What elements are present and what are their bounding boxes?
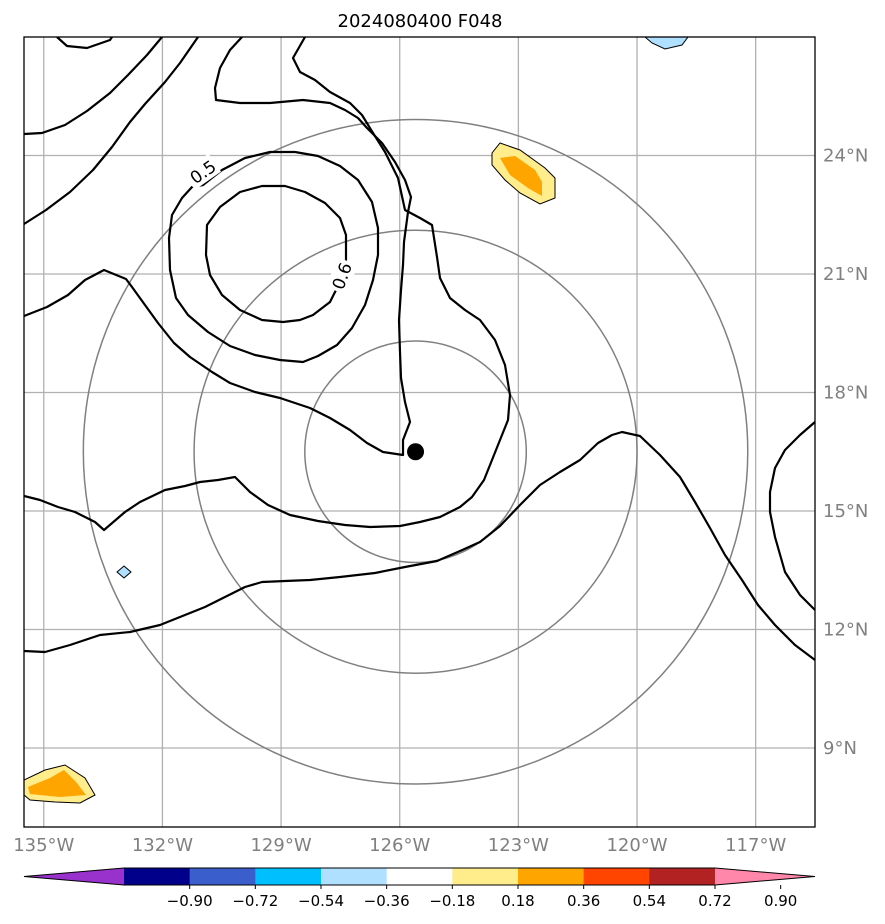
colorbar-bin <box>386 868 453 885</box>
contour-west-b <box>24 37 199 225</box>
colorbar-tick-label: 0.36 <box>567 892 600 910</box>
colorbar-bin <box>124 868 191 885</box>
colorbar-tick-label: 0.54 <box>633 892 666 910</box>
colorbar-tick-label: −0.54 <box>298 892 344 910</box>
chart-title: 2024080400 F048 <box>338 11 503 32</box>
lat-tick-label: 15°N <box>823 501 868 522</box>
lat-tick-label: 21°N <box>823 264 868 285</box>
colorbar-tick-label: −0.90 <box>167 892 213 910</box>
colorbar-tick-label: 0.90 <box>764 892 797 910</box>
negative-patch-top <box>644 37 689 50</box>
contour-topleft-small <box>56 37 113 50</box>
lon-tick-label: 123°W <box>488 835 549 856</box>
range-ring <box>193 229 638 674</box>
range-rings <box>82 118 749 785</box>
storm-center-marker <box>407 443 425 461</box>
gridlines <box>24 37 815 827</box>
colorbar-bin <box>583 868 650 885</box>
shaded-patches <box>24 37 689 804</box>
contour-south-a <box>24 430 815 661</box>
colorbar-tick-label: −0.36 <box>364 892 410 910</box>
colorbar-bin <box>321 868 388 885</box>
contour-lines <box>24 37 815 661</box>
map-frame <box>23 36 816 828</box>
range-ring <box>304 340 528 564</box>
longitude-ticks: 135°W 132°W 129°W 126°W 123°W 120°W 117°W <box>13 835 786 856</box>
lat-tick-label: 12°N <box>823 620 868 641</box>
lat-tick-label: 9°N <box>823 738 857 759</box>
lon-tick-label: 132°W <box>132 835 193 856</box>
colorbar-bin <box>452 868 519 885</box>
colorbar-tick-label: −0.18 <box>429 892 475 910</box>
lon-tick-label: 120°W <box>606 835 667 856</box>
contour-east-right <box>768 421 815 611</box>
colorbar-bin <box>255 868 322 885</box>
lon-tick-label: 129°W <box>250 835 311 856</box>
colorbar-bin <box>518 868 585 885</box>
colorbar-outline <box>23 867 816 886</box>
latitude-ticks: 24°N 21°N 18°N 15°N 12°N 9°N <box>823 146 868 760</box>
range-ring <box>82 118 749 785</box>
colorbar-bin <box>189 868 256 885</box>
colorbar-extend-low <box>24 868 124 885</box>
lon-tick-label: 126°W <box>369 835 430 856</box>
lon-tick-label: 135°W <box>13 835 74 856</box>
contour-east-upper <box>24 37 512 532</box>
colorbar: −0.90 −0.72 −0.54 −0.36 −0.18 0.18 0.36 0.54 0.7… <box>23 867 816 910</box>
negative-patch-small <box>116 565 132 579</box>
contour-west-a <box>24 37 163 136</box>
colorbar-tick-label: −0.72 <box>232 892 278 910</box>
map-background <box>24 37 815 827</box>
colorbar-bin <box>649 868 716 885</box>
colorbar-tick-label: 0.18 <box>501 892 534 910</box>
positive-patch-north-core <box>500 156 542 196</box>
lon-tick-label: 117°W <box>725 835 786 856</box>
lat-tick-label: 24°N <box>823 146 868 167</box>
lat-tick-label: 18°N <box>823 383 868 404</box>
contour-labels: 0.5 0.6 <box>182 153 358 295</box>
contour-ring-outer <box>167 150 380 364</box>
colorbar-extend-high <box>715 868 815 885</box>
colorbar-tick-label: 0.72 <box>698 892 731 910</box>
contour-upper-main <box>24 37 413 457</box>
positive-patch-southwest-core <box>28 770 86 797</box>
